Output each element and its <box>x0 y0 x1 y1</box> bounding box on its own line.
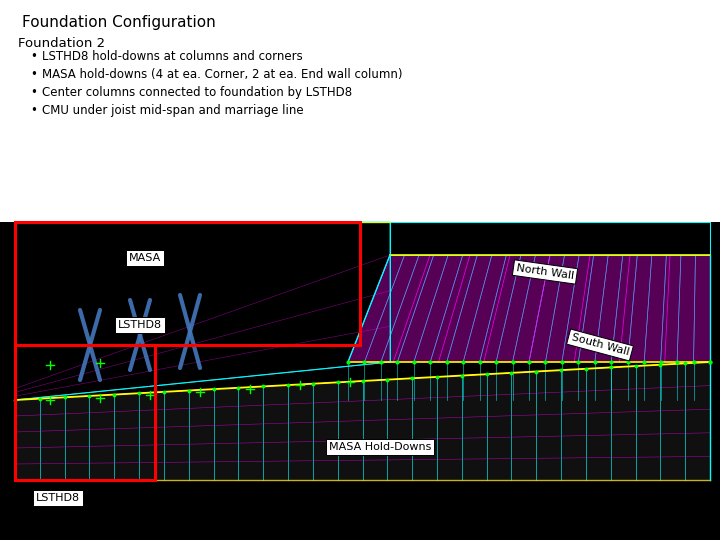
Text: •: • <box>30 50 37 63</box>
Text: North Wall: North Wall <box>516 263 575 281</box>
Bar <box>0 222 720 540</box>
Text: LSTHD8: LSTHD8 <box>36 493 80 503</box>
Bar <box>15 345 155 480</box>
Text: •: • <box>30 86 37 99</box>
Text: MASA Hold-Downs: MASA Hold-Downs <box>329 442 431 452</box>
Polygon shape <box>15 362 710 480</box>
Text: CMU under joist mid-span and marriage line: CMU under joist mid-span and marriage li… <box>42 104 304 117</box>
Bar <box>15 222 360 345</box>
Polygon shape <box>348 255 710 362</box>
Text: South Wall: South Wall <box>570 333 630 357</box>
Text: LSTHD8 hold-downs at columns and corners: LSTHD8 hold-downs at columns and corners <box>42 50 302 63</box>
Text: LSTHD8: LSTHD8 <box>118 320 162 330</box>
Text: •: • <box>30 104 37 117</box>
Text: MASA hold-downs (4 at ea. Corner, 2 at ea. End wall column): MASA hold-downs (4 at ea. Corner, 2 at e… <box>42 68 402 81</box>
Text: Center columns connected to foundation by LSTHD8: Center columns connected to foundation b… <box>42 86 352 99</box>
Text: Foundation Configuration: Foundation Configuration <box>22 15 216 30</box>
Text: Foundation 2: Foundation 2 <box>18 37 105 50</box>
Text: •: • <box>30 68 37 81</box>
Text: MASA: MASA <box>129 253 161 263</box>
